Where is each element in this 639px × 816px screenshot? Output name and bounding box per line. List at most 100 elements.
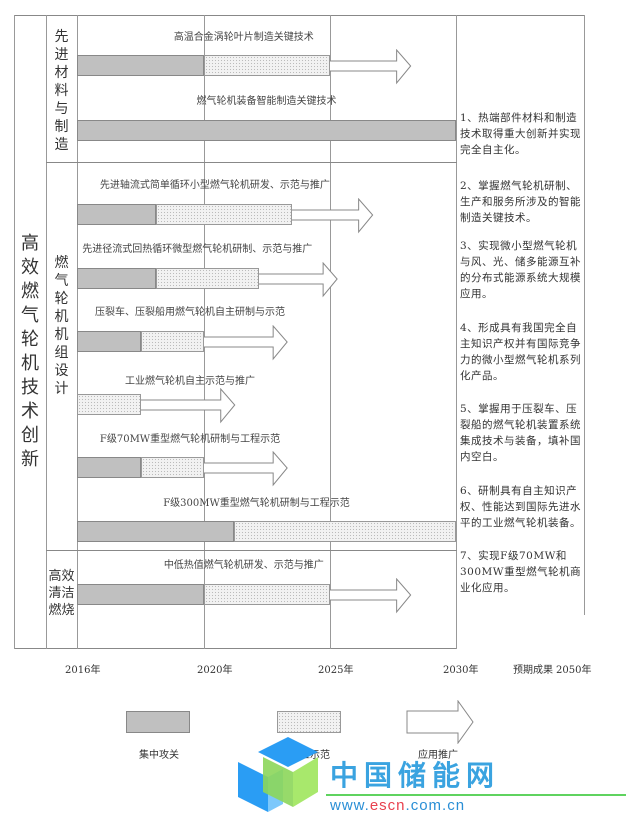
legend-focus-swatch: [126, 711, 190, 733]
char: 新: [21, 449, 39, 470]
bar-label: 中低热值燃气轮机研发、示范与推广: [163, 560, 324, 571]
promote-arrow: [292, 198, 374, 234]
char: 机: [54, 309, 69, 325]
char: 效: [21, 257, 39, 278]
demo-bar: [156, 268, 260, 289]
category-design: 燃气轮机机组设计: [46, 254, 77, 398]
frame-left: [14, 15, 15, 649]
demo-bar: [204, 55, 330, 76]
char: 设: [54, 363, 69, 379]
result-item: 2、掌握燃气轮机研制、生产和服务所涉及的智能制造关键技术。: [460, 180, 581, 224]
char: 创: [21, 425, 39, 446]
char: 气: [54, 273, 69, 289]
char: 术: [21, 401, 39, 422]
char: 制: [54, 119, 69, 135]
char: 轮: [21, 329, 39, 350]
char: 进: [54, 47, 69, 63]
result-item: 3、实现微小型燃气轮机与风、光、储多能源互补的分布式能源系统大规模应用。: [460, 240, 581, 300]
year-label: 2020年: [197, 665, 233, 676]
grid-2020: [204, 15, 205, 649]
promote-arrow: [330, 49, 412, 85]
category-line: 高效: [48, 569, 75, 584]
watermark-url: www.escn.com.cn: [330, 797, 465, 814]
focus-bar: [77, 457, 141, 478]
url-part: .com.cn: [405, 797, 466, 814]
char: 气: [21, 305, 39, 326]
char: 与: [54, 101, 69, 117]
main-title: 高效燃气轮机技术创新: [14, 232, 46, 472]
char: 轮: [54, 291, 69, 307]
result-item: 7、实现F级70MW和300MW重型燃气轮机商业化应用。: [460, 550, 582, 594]
result-item: 6、研制具有自主知识产权、性能达到国际先进水平的工业燃气轮机装备。: [460, 485, 581, 529]
char: 高: [21, 233, 39, 254]
char: 造: [54, 137, 69, 153]
char: 计: [54, 381, 69, 397]
bar-label: 高温合金涡轮叶片制造关键技术: [173, 32, 314, 43]
focus-bar: [77, 331, 141, 352]
category-line: 燃烧: [48, 603, 75, 618]
bar-label: 先进轴流式简单循环小型燃气轮机研发、示范与推广: [99, 180, 330, 191]
char: 燃: [54, 255, 69, 271]
results-header: 预期成果: [513, 665, 553, 676]
frame-top: [14, 15, 584, 16]
char: 先: [54, 29, 69, 45]
demo-bar: [140, 331, 204, 352]
section-divider: [46, 550, 457, 551]
char: 组: [54, 345, 69, 361]
year-label: 2016年: [65, 665, 101, 676]
legend-demo-swatch: [277, 711, 341, 733]
section-divider: [46, 162, 457, 163]
demo-bar: [77, 394, 141, 415]
bar-label: 燃气轮机装备智能制造关键技术: [196, 96, 337, 107]
char: 技: [21, 377, 39, 398]
year-label: 2030年: [443, 665, 479, 676]
focus-bar: [77, 204, 157, 225]
char: 机: [54, 327, 69, 343]
promote-arrow: [204, 325, 288, 361]
frame-right: [584, 15, 585, 615]
year-label: 2025年: [318, 665, 354, 676]
focus-bar: [77, 120, 456, 141]
bar-label: 先进径流式回热循环微型燃气轮机研制、示范与推广: [82, 244, 313, 255]
result-item: 5、掌握用于压裂车、压裂船的燃气轮机装置系统集成技术与装备，填补国内空白。: [460, 403, 581, 463]
demo-bar: [204, 584, 330, 605]
focus-bar: [77, 55, 204, 76]
url-part: www.: [330, 797, 370, 814]
promote-arrow: [204, 451, 288, 487]
promote-arrow: [259, 262, 339, 298]
char: 料: [54, 83, 69, 99]
legend-label: 集中攻关: [139, 750, 179, 761]
watermark-underline: [326, 794, 626, 796]
grid-2025: [330, 15, 331, 649]
bar-label: 工业燃气轮机自主示范与推广: [125, 376, 255, 387]
focus-bar: [77, 521, 235, 542]
demo-bar: [156, 204, 293, 225]
char: 机: [21, 353, 39, 374]
result-item: 4、形成具有我国完全自主知识产权并有国际竞争力的微小型燃气轮机系列化产品。: [460, 322, 581, 382]
col-divider: [46, 15, 47, 649]
bar-label: F级300MW重型燃气轮机研制与工程示范: [163, 498, 350, 509]
year-label: 2050年: [556, 665, 592, 676]
bar-label: F级70MW重型燃气轮机研制与工程示范: [99, 434, 281, 445]
category-materials: 先进材料与制造: [46, 28, 77, 154]
demo-bar: [234, 521, 456, 542]
url-part: escn: [369, 797, 406, 814]
promote-arrow: [330, 578, 412, 614]
char: 材: [54, 65, 69, 81]
watermark-name: 中国储能网: [330, 759, 501, 792]
focus-bar: [77, 268, 157, 289]
result-item: 1、热端部件材料和制造技术取得重大创新并实现完全自主化。: [460, 112, 581, 156]
frame-bottom: [14, 648, 457, 649]
promote-arrow: [140, 388, 235, 424]
legend-arrow-swatch: [406, 700, 474, 744]
focus-bar: [77, 584, 204, 605]
legend-label: 应用推广: [418, 750, 458, 761]
demo-bar: [140, 457, 204, 478]
grid-2030: [456, 15, 457, 649]
bar-label: 压裂车、压裂船用燃气轮机自主研制与示范: [95, 307, 285, 318]
category-line: 清洁: [48, 586, 75, 601]
watermark-logo: [238, 737, 318, 812]
category-combustion: 高效 清洁 燃烧: [46, 568, 77, 619]
char: 燃: [21, 281, 39, 302]
